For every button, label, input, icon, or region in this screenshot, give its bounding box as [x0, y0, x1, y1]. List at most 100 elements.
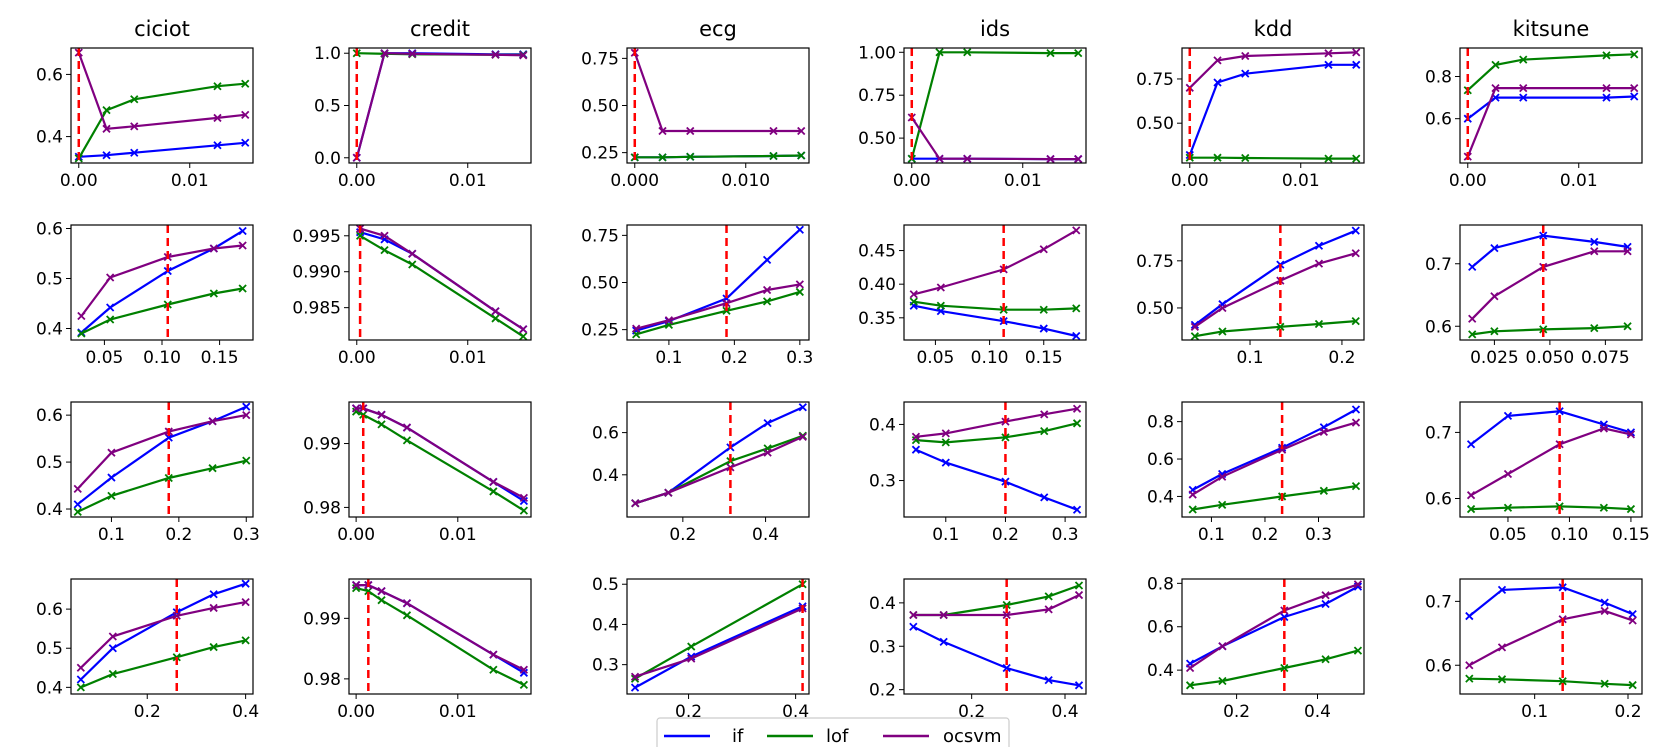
point-ocsvm: [209, 244, 218, 253]
point-lof: [769, 151, 778, 161]
plot-area: [1188, 402, 1361, 517]
legend-label-lof: lof: [826, 726, 849, 747]
point-ocsvm: [1072, 226, 1081, 235]
point-ocsvm: [795, 280, 804, 289]
point-lof: [108, 669, 117, 679]
axes-frame: [626, 224, 810, 341]
axes-frame: [1459, 578, 1643, 695]
axes-frame: [1459, 401, 1643, 518]
point-ocsvm: [1503, 469, 1513, 479]
x-tick-label: 0.01: [439, 702, 477, 722]
point-ocsvm: [491, 50, 500, 59]
point-if: [1044, 675, 1053, 685]
point-ocsvm: [1626, 430, 1636, 439]
point-ocsvm: [130, 122, 139, 131]
point-lof: [364, 586, 373, 596]
series-line-ocsvm: [1468, 609, 1634, 667]
series-line-if: [356, 583, 525, 674]
x-tick-label: 0.05: [916, 348, 954, 368]
point-lof: [1190, 332, 1200, 340]
plot-area: [632, 225, 804, 340]
series-line-ocsvm: [76, 414, 247, 490]
series-line-ocsvm: [1189, 583, 1359, 669]
point-lof: [1600, 679, 1609, 688]
point-if: [106, 303, 115, 312]
point-if: [1519, 93, 1528, 102]
point-lof: [797, 151, 806, 160]
point-if: [909, 622, 918, 631]
plot-area: [1468, 225, 1632, 340]
point-ocsvm: [351, 580, 361, 590]
panel-r3-c3: 0.2 0.4 0.2 0.3 0.4: [869, 578, 1087, 722]
x-tick-label: 0.00: [1449, 171, 1487, 191]
point-lof: [489, 665, 498, 674]
point-ocsvm: [408, 49, 417, 58]
x-tick-label: 0.1: [1236, 348, 1263, 368]
x-tick-label: 0.00: [893, 171, 931, 191]
plot-area: [630, 48, 806, 163]
y-tick-label: 0.4: [36, 128, 63, 148]
x-tick-label: 0.4: [1051, 702, 1078, 722]
point-if: [1468, 262, 1477, 272]
point-lof: [1497, 675, 1507, 684]
point-ocsvm: [939, 610, 948, 620]
point-if: [1002, 663, 1011, 673]
legend-frame: [656, 717, 1010, 747]
panel-r3-c5: 0.1 0.2 0.6 0.7: [1425, 578, 1643, 722]
point-ocsvm: [208, 417, 217, 426]
point-lof: [1353, 646, 1363, 655]
plot-area: [351, 402, 529, 517]
point-ocsvm: [1277, 445, 1287, 454]
axes-frame: [70, 47, 254, 164]
panel-title: ids: [980, 17, 1010, 41]
x-tick-label: 0.010: [721, 171, 770, 191]
legend: if lof ocsvm: [656, 717, 1010, 747]
point-ocsvm: [963, 154, 972, 163]
point-ocsvm: [489, 650, 498, 659]
x-tick-label: 0.3: [233, 525, 260, 545]
panel-r3-c0: 0.2 0.4 0.4 0.5 0.6: [36, 578, 259, 722]
series-line-if: [355, 52, 524, 159]
point-ocsvm: [1074, 154, 1083, 163]
plot-area: [352, 48, 528, 163]
point-lof: [102, 106, 111, 115]
series-line-lof: [913, 584, 1080, 617]
point-ocsvm: [1046, 154, 1055, 163]
point-lof: [1044, 592, 1053, 601]
point-lof: [519, 680, 529, 690]
point-ocsvm: [491, 307, 500, 316]
series-line-ocsvm: [634, 607, 804, 678]
panel-title: ecg: [699, 17, 737, 41]
y-tick-label: 0.35: [858, 309, 896, 329]
point-if: [1558, 583, 1567, 592]
point-ocsvm: [241, 110, 250, 119]
axes-frame: [348, 401, 532, 518]
point-ocsvm: [687, 654, 696, 663]
y-tick-label: 0.75: [858, 86, 896, 106]
y-tick-label: 0.8: [1147, 413, 1174, 433]
x-tick-label: 0.00: [1171, 171, 1209, 191]
axes-frame: [903, 401, 1087, 518]
point-lof: [1490, 327, 1499, 336]
point-lof: [241, 636, 250, 645]
point-ocsvm: [489, 477, 498, 486]
point-ocsvm: [1314, 259, 1324, 268]
series-line-ocsvm: [910, 116, 1079, 161]
point-ocsvm: [1623, 247, 1632, 256]
x-tick-label: 0.2: [1614, 702, 1641, 722]
x-tick-label: 0.10: [971, 348, 1009, 368]
series-line-if: [77, 405, 247, 506]
point-ocsvm: [763, 448, 772, 457]
y-tick-label: 0.5: [592, 575, 619, 595]
point-lof: [377, 420, 386, 429]
point-ocsvm: [1040, 410, 1049, 419]
point-ocsvm: [106, 273, 115, 282]
plot-area: [1190, 225, 1360, 340]
point-if: [939, 637, 948, 647]
y-tick-label: 0.45: [858, 242, 896, 262]
point-ocsvm: [238, 241, 247, 250]
panel-r2-c0: 0.1 0.2 0.3 0.4 0.5 0.6: [36, 401, 260, 545]
point-lof: [941, 438, 950, 447]
y-tick-label: 0.75: [1136, 70, 1174, 90]
point-ocsvm: [1324, 49, 1333, 58]
